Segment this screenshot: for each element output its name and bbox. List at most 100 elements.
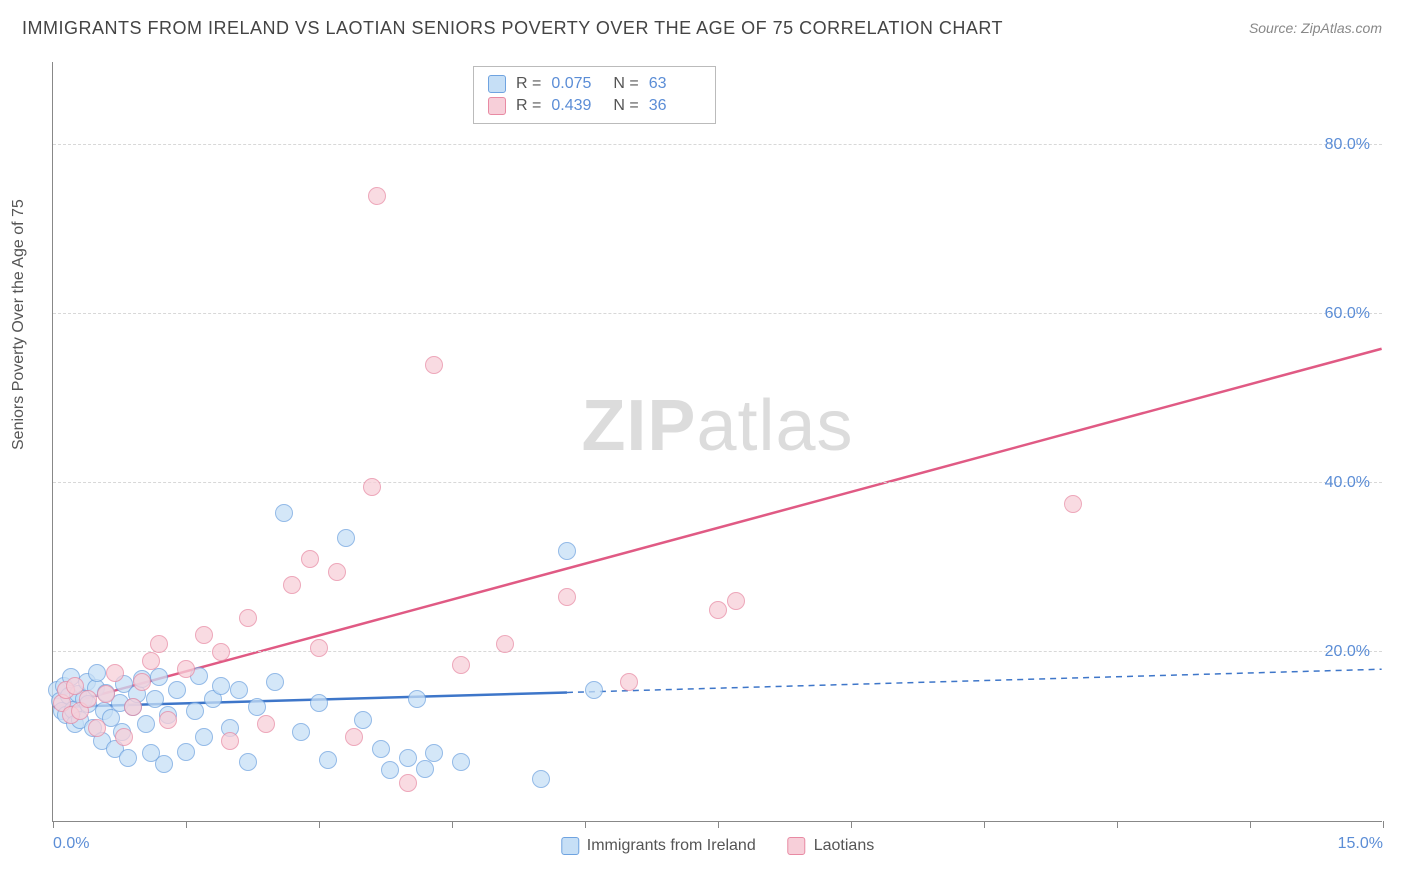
- x-tick: [1117, 821, 1118, 828]
- scatter-point: [452, 656, 470, 674]
- chart-title: IMMIGRANTS FROM IRELAND VS LAOTIAN SENIO…: [22, 18, 1003, 39]
- scatter-point: [354, 711, 372, 729]
- y-tick-label: 40.0%: [1325, 474, 1370, 492]
- scatter-point: [124, 698, 142, 716]
- legend-label: Immigrants from Ireland: [587, 837, 756, 855]
- scatter-point: [221, 732, 239, 750]
- series-legend: Immigrants from Ireland Laotians: [561, 837, 874, 855]
- scatter-point: [106, 664, 124, 682]
- x-tick: [186, 821, 187, 828]
- scatter-point: [146, 690, 164, 708]
- y-tick-label: 20.0%: [1325, 643, 1370, 661]
- scatter-point: [212, 643, 230, 661]
- x-tick: [585, 821, 586, 828]
- scatter-point: [558, 542, 576, 560]
- r-label: R =: [516, 97, 541, 115]
- scatter-point: [79, 690, 97, 708]
- n-label: N =: [613, 97, 638, 115]
- scatter-point: [727, 592, 745, 610]
- watermark-light: atlas: [696, 386, 853, 466]
- r-value: 0.075: [551, 75, 603, 93]
- scatter-point: [275, 504, 293, 522]
- scatter-point: [425, 356, 443, 374]
- scatter-point: [155, 755, 173, 773]
- scatter-point: [150, 635, 168, 653]
- scatter-point: [399, 749, 417, 767]
- scatter-point: [310, 694, 328, 712]
- scatter-point: [239, 609, 257, 627]
- n-value: 63: [649, 75, 701, 93]
- scatter-point: [88, 664, 106, 682]
- scatter-point: [168, 681, 186, 699]
- y-tick-label: 80.0%: [1325, 136, 1370, 154]
- scatter-point: [408, 690, 426, 708]
- scatter-point: [328, 563, 346, 581]
- scatter-point: [416, 760, 434, 778]
- x-tick-label: 15.0%: [1338, 835, 1383, 853]
- scatter-point: [319, 751, 337, 769]
- gridline-horizontal: [53, 651, 1382, 652]
- scatter-point: [230, 681, 248, 699]
- x-tick-label: 0.0%: [53, 835, 89, 853]
- scatter-point: [186, 702, 204, 720]
- scatter-point: [177, 743, 195, 761]
- scatter-point: [368, 187, 386, 205]
- correlation-row: R = 0.439 N = 36: [488, 95, 701, 117]
- scatter-point: [248, 698, 266, 716]
- scatter-point: [310, 639, 328, 657]
- y-axis-label: Seniors Poverty Over the Age of 75: [10, 199, 28, 450]
- scatter-point: [363, 478, 381, 496]
- scatter-point: [558, 588, 576, 606]
- gridline-horizontal: [53, 144, 1382, 145]
- x-tick: [718, 821, 719, 828]
- gridline-horizontal: [53, 482, 1382, 483]
- scatter-point: [372, 740, 390, 758]
- scatter-point: [496, 635, 514, 653]
- scatter-point: [133, 673, 151, 691]
- x-tick: [319, 821, 320, 828]
- correlation-row: R = 0.075 N = 63: [488, 73, 701, 95]
- scatter-point: [381, 761, 399, 779]
- scatter-point: [337, 529, 355, 547]
- legend-swatch: [788, 837, 806, 855]
- scatter-point: [159, 711, 177, 729]
- n-value: 36: [649, 97, 701, 115]
- scatter-point: [292, 723, 310, 741]
- scatter-point: [301, 550, 319, 568]
- watermark: ZIPatlas: [581, 385, 853, 467]
- scatter-point: [709, 601, 727, 619]
- x-tick: [1250, 821, 1251, 828]
- scatter-point: [97, 685, 115, 703]
- scatter-point: [212, 677, 230, 695]
- scatter-point: [88, 719, 106, 737]
- scatter-point: [195, 728, 213, 746]
- x-tick: [984, 821, 985, 828]
- scatter-point: [177, 660, 195, 678]
- scatter-point: [452, 753, 470, 771]
- scatter-point: [620, 673, 638, 691]
- scatter-point: [425, 744, 443, 762]
- scatter-point: [142, 652, 160, 670]
- x-tick: [53, 821, 54, 828]
- scatter-point: [195, 626, 213, 644]
- gridline-horizontal: [53, 313, 1382, 314]
- watermark-bold: ZIP: [581, 386, 696, 466]
- r-label: R =: [516, 75, 541, 93]
- scatter-point: [257, 715, 275, 733]
- scatter-plot-area: ZIPatlas R = 0.075 N = 63 R = 0.439 N = …: [52, 62, 1382, 822]
- scatter-point: [345, 728, 363, 746]
- n-label: N =: [613, 75, 638, 93]
- scatter-point: [585, 681, 603, 699]
- legend-swatch: [488, 75, 506, 93]
- r-value: 0.439: [551, 97, 603, 115]
- scatter-point: [137, 715, 155, 733]
- scatter-point: [115, 728, 133, 746]
- scatter-point: [150, 668, 168, 686]
- legend-swatch: [561, 837, 579, 855]
- legend-item: Laotians: [788, 837, 875, 855]
- x-tick: [851, 821, 852, 828]
- legend-label: Laotians: [814, 837, 875, 855]
- x-tick: [1383, 821, 1384, 828]
- scatter-point: [532, 770, 550, 788]
- scatter-point: [266, 673, 284, 691]
